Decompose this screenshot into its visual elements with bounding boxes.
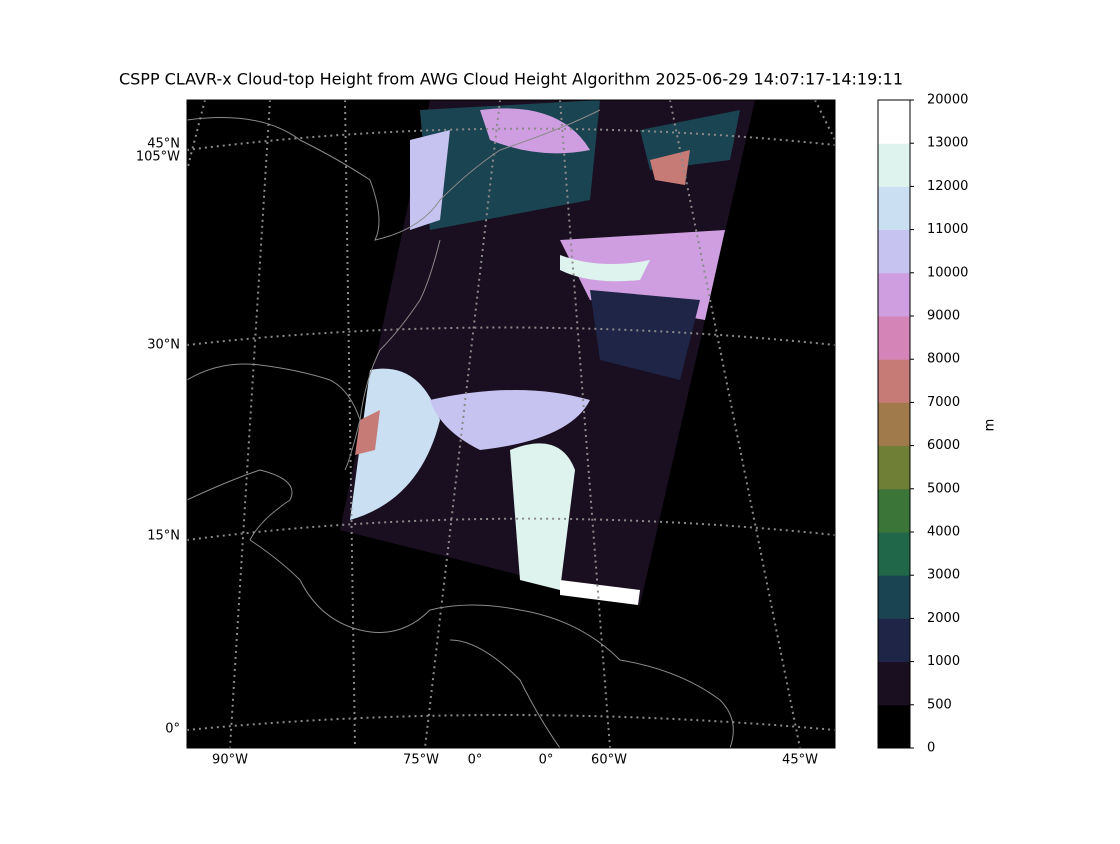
cloud xyxy=(590,290,700,380)
cloud xyxy=(350,368,440,520)
lon-label: 0° xyxy=(468,753,483,768)
cloud xyxy=(510,443,575,590)
lon-label: 75°W xyxy=(403,753,439,768)
colorbar-tick-label: 12000 xyxy=(927,179,968,194)
grid-line xyxy=(187,127,835,151)
colorbar-bin xyxy=(878,575,910,619)
cloud xyxy=(560,580,640,605)
coastline xyxy=(187,363,361,471)
colorbar-bin xyxy=(878,704,910,749)
lat-label: 105°W xyxy=(136,150,180,165)
colorbar-bin xyxy=(878,402,910,447)
colorbar-bin xyxy=(878,661,910,706)
colorbar-bin xyxy=(878,143,910,187)
map-frame xyxy=(186,99,836,749)
lon-label: 0° xyxy=(539,753,554,768)
grid-line xyxy=(814,100,835,141)
coastline xyxy=(187,469,734,748)
map xyxy=(186,99,836,749)
cloud xyxy=(355,410,380,455)
colorbar: 0 500 1000 2000 3000 4000 5000 6000 7000 8000 9000… xyxy=(877,93,998,756)
colorbar-bin xyxy=(878,229,910,274)
colorbar-tick-label: 1000 xyxy=(927,654,960,669)
colorbar-bin xyxy=(878,445,910,490)
lon-label: 45°W xyxy=(782,753,818,768)
grid-line xyxy=(187,517,835,541)
cloud xyxy=(650,150,690,185)
lat-label: 30°N xyxy=(147,338,180,353)
colorbar-tick-label: 8000 xyxy=(927,352,960,367)
lat-label: 0° xyxy=(165,722,180,737)
colorbar-bin xyxy=(878,359,910,403)
grid-line xyxy=(187,326,835,346)
cloud xyxy=(560,255,650,282)
colorbar-bin xyxy=(878,618,910,663)
swath xyxy=(340,100,755,605)
colorbar-tick-label: 13000 xyxy=(927,136,968,151)
grid-line xyxy=(669,100,801,748)
grid-line xyxy=(424,100,501,748)
colorbar-bin xyxy=(878,272,910,317)
grid-line xyxy=(187,714,835,731)
colorbar-tick-label: 10000 xyxy=(927,265,968,280)
colorbar-tick-label: 11000 xyxy=(927,222,968,237)
colorbar-bin xyxy=(878,488,910,533)
colorbar-tick-label: 7000 xyxy=(927,395,960,410)
colorbar-tick-label: 6000 xyxy=(927,438,960,453)
colorbar-bin xyxy=(878,316,910,360)
grid-line xyxy=(559,100,611,748)
colorbar-frame xyxy=(877,99,911,749)
colorbar-tick-label: 0 xyxy=(927,741,935,756)
grid-line xyxy=(229,100,271,748)
lat-label: 45°N xyxy=(147,137,180,152)
colorbar-tick-label: 5000 xyxy=(927,481,960,496)
title: CSPP CLAVR-x Cloud-top Height from AWG C… xyxy=(119,70,903,89)
cloud xyxy=(430,390,590,450)
cloud xyxy=(410,130,450,230)
colorbar-bin xyxy=(878,186,910,231)
cloud xyxy=(640,110,740,170)
colorbar-tick-label: 2000 xyxy=(927,611,960,626)
lon-label: 90°W xyxy=(212,753,248,768)
colorbar-tick-label: 20000 xyxy=(927,93,968,108)
lon-label: 60°W xyxy=(591,753,627,768)
graticule xyxy=(187,100,835,748)
grid-line xyxy=(187,100,206,171)
colorbar-tick-label: 4000 xyxy=(927,525,960,540)
colorbar-tick-label: 9000 xyxy=(927,309,960,324)
colorbar-label: m xyxy=(983,419,998,432)
grid-line xyxy=(344,100,356,748)
lat-label: 15°N xyxy=(147,529,180,544)
colorbar-tick-label: 3000 xyxy=(927,568,960,583)
colorbar-tick-label: 500 xyxy=(927,697,952,712)
colorbar-bin xyxy=(878,532,910,576)
coastline xyxy=(449,639,561,748)
colorbar-bin xyxy=(878,100,910,144)
